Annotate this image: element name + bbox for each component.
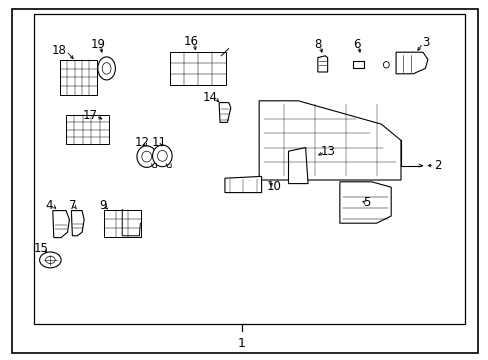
Ellipse shape [383,62,388,68]
Text: 4: 4 [45,199,53,212]
Bar [352,61,363,68]
Text: 18: 18 [51,44,66,57]
Text: 8: 8 [313,39,321,51]
Ellipse shape [157,150,167,161]
Ellipse shape [137,146,156,167]
Polygon shape [317,56,327,72]
Polygon shape [219,103,230,122]
Polygon shape [339,182,390,223]
Ellipse shape [142,151,151,162]
Polygon shape [224,176,261,193]
Text: 9: 9 [99,199,106,212]
Bar [60,60,96,94]
Bar [170,52,225,85]
Text: 1: 1 [238,337,245,350]
Bar [103,210,141,237]
Ellipse shape [152,145,172,167]
Text: 17: 17 [83,109,98,122]
Text: 11: 11 [151,136,166,149]
Text: 7: 7 [68,199,76,212]
Polygon shape [259,101,400,180]
Bar [65,115,108,144]
Text: 19: 19 [90,38,105,51]
Polygon shape [395,52,427,74]
Ellipse shape [98,57,115,80]
Polygon shape [288,148,307,184]
Polygon shape [71,211,84,236]
Circle shape [40,252,61,268]
Text: 12: 12 [134,136,149,149]
Text: 3: 3 [421,36,428,49]
Text: 10: 10 [266,180,281,193]
Text: 13: 13 [320,145,334,158]
Bar [34,14,464,324]
Circle shape [45,256,55,264]
Text: 14: 14 [203,91,217,104]
Text: 2: 2 [433,159,441,172]
Text: 6: 6 [352,39,360,51]
Text: 15: 15 [34,242,49,255]
Text: 16: 16 [183,35,198,48]
Ellipse shape [102,63,111,74]
Polygon shape [53,211,69,238]
Text: 5: 5 [362,196,370,209]
